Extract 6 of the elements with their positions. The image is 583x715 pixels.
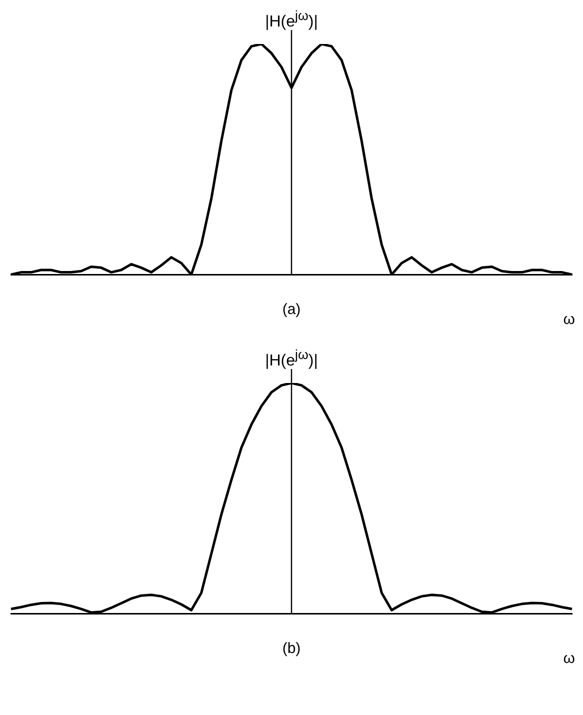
x-axis-title: ω bbox=[563, 650, 575, 667]
text: (a) bbox=[282, 301, 301, 318]
y-axis-title: |H(e$^{jω}$)| bbox=[264, 8, 319, 30]
y-axis-title: |H(e$^{jω}$)| bbox=[264, 347, 319, 370]
text: (b) bbox=[282, 640, 301, 657]
x-axis-title: ω bbox=[563, 311, 575, 328]
